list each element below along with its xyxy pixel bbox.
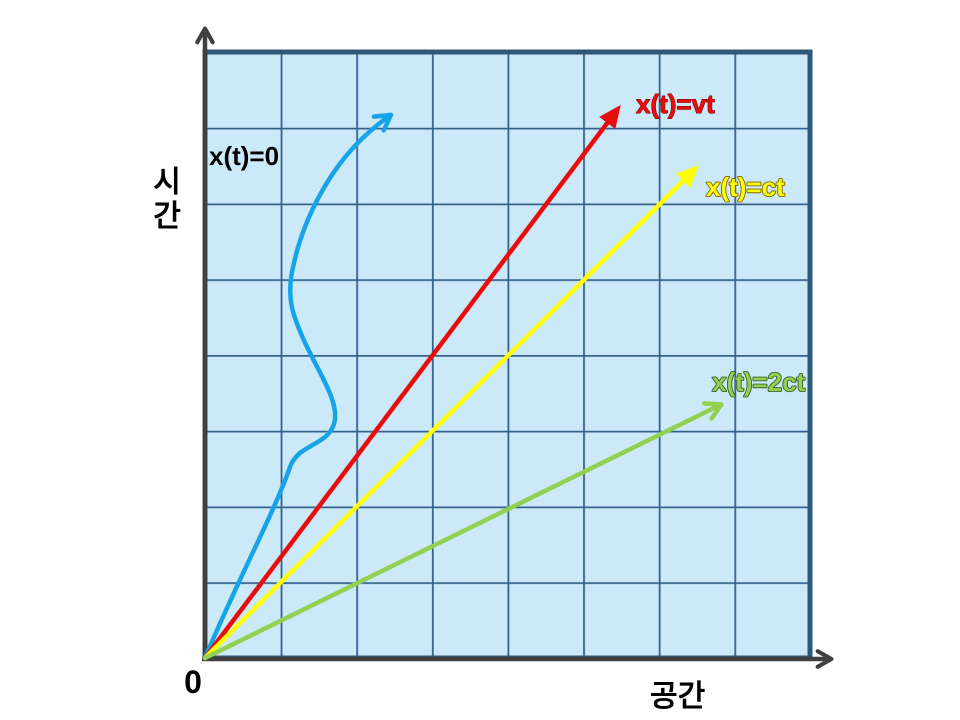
- label-vt: x(t)=vt: [636, 89, 715, 119]
- worldline-2ct: [202, 401, 724, 661]
- y-axis-label-char-1: 시: [153, 166, 181, 199]
- worldline-x0: [202, 112, 394, 661]
- worldline-ct: [202, 165, 699, 661]
- x-axis-label: 공간: [650, 680, 706, 713]
- label-2ct: x(t)=2ct: [712, 367, 806, 397]
- origin-label: 0: [184, 664, 202, 700]
- label-x0: x(t)=0: [209, 141, 279, 171]
- y-axis-label-char-2: 간: [153, 200, 181, 233]
- label-ct: x(t)=ct: [706, 172, 785, 202]
- y-axis-label: 시 간: [153, 166, 181, 233]
- worldline-vt: [202, 105, 621, 661]
